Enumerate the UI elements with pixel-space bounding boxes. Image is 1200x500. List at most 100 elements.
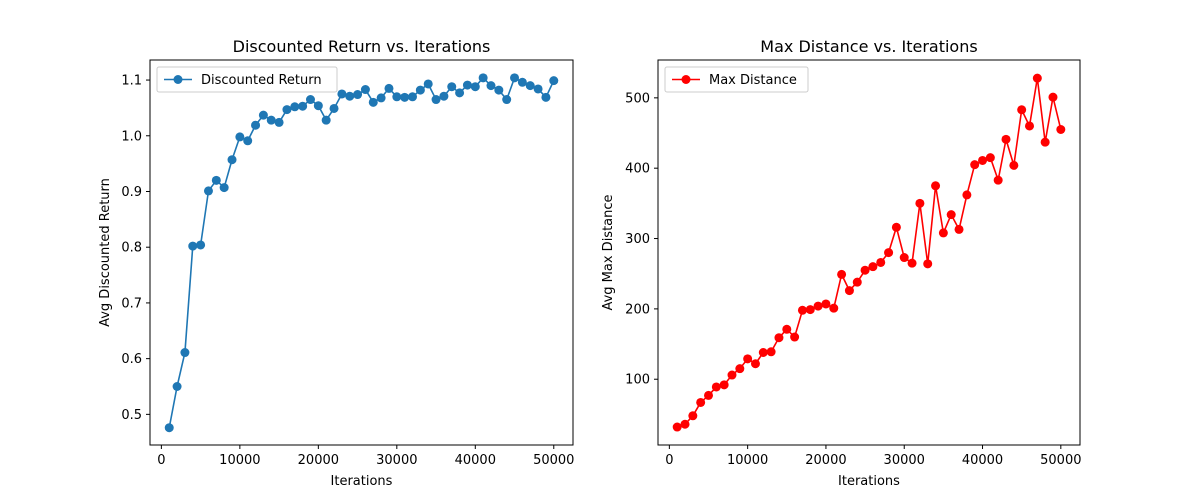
discounted-return-y-tick-label: 1.1 — [121, 74, 142, 89]
max-distance-x-axis-label: Iterations — [838, 474, 900, 489]
discounted-return-data-point — [345, 91, 355, 101]
discounted-return-data-point — [439, 91, 449, 101]
discounted-return-data-point — [353, 90, 363, 100]
max-distance-data-point — [735, 364, 745, 374]
max-distance-y-tick-label: 500 — [625, 91, 650, 106]
max-distance-data-point — [907, 258, 917, 268]
discounted-return-data-point — [494, 85, 504, 95]
discounted-return-y-tick-label: 0.6 — [121, 352, 142, 367]
max-distance-x-tick-label: 40000 — [962, 453, 1003, 468]
max-distance-y-axis-label: Avg Max Distance — [601, 194, 616, 310]
max-distance-data-point — [1009, 160, 1019, 170]
max-distance-data-point — [829, 303, 839, 313]
discounted-return-data-point — [258, 110, 268, 120]
max-distance-data-point — [750, 359, 760, 369]
discounted-return-x-tick-label: 20000 — [298, 453, 339, 468]
max-distance-data-point — [946, 210, 956, 220]
max-distance-data-point — [696, 397, 706, 407]
discounted-return-y-tick-label: 0.9 — [121, 185, 142, 200]
max-distance-data-point — [837, 269, 847, 279]
discounted-return-data-point — [172, 382, 182, 391]
max-distance-data-point — [868, 262, 878, 272]
discounted-return-data-point — [313, 101, 323, 111]
max-distance-legend: Max Distance — [664, 66, 809, 93]
max-distance-data-point — [1048, 92, 1058, 102]
max-distance-data-point — [1001, 134, 1011, 144]
max-distance-axes-frame — [657, 59, 1081, 446]
max-distance-data-point — [962, 190, 972, 200]
discounted-return-data-point — [384, 83, 394, 93]
discounted-return-data-point — [455, 88, 465, 98]
discounted-return-axes-frame — [149, 59, 574, 446]
discounted-return-data-point — [180, 348, 190, 358]
discounted-return-data-point — [392, 92, 402, 102]
max-distance-data-point — [1017, 105, 1027, 115]
discounted-return-x-tick-label: 10000 — [219, 453, 260, 468]
max-distance-data-point — [915, 198, 925, 208]
max-distance-data-point — [1056, 125, 1066, 134]
max-distance-data-point — [931, 181, 941, 191]
max-distance-data-point — [876, 257, 886, 267]
discounted-return-data-point — [525, 81, 535, 91]
discounted-return-x-tick-label: 30000 — [376, 453, 417, 468]
max-distance-data-point — [680, 419, 690, 429]
max-distance-legend-label: Max Distance — [709, 73, 797, 88]
discounted-return-y-tick-label: 0.5 — [121, 408, 142, 423]
discounted-return-data-point — [368, 97, 378, 107]
discounted-return-data-point — [431, 95, 441, 105]
discounted-return-data-point — [274, 117, 284, 127]
max-distance-data-point — [852, 277, 862, 287]
max-distance-data-point — [797, 305, 807, 315]
max-distance-legend-marker — [681, 75, 691, 84]
max-distance-y-tick-label: 100 — [625, 373, 650, 388]
max-distance-data-point — [938, 228, 948, 238]
max-distance-data-point — [805, 305, 815, 315]
max-distance-legend-box — [664, 66, 809, 93]
max-distance-x-tick-label: 20000 — [805, 453, 846, 468]
discounted-return-x-tick-label: 0 — [157, 453, 165, 468]
discounted-return-legend: Discounted Return — [156, 66, 338, 93]
max-distance-data-point — [727, 370, 737, 380]
discounted-return-data-point — [337, 89, 347, 99]
max-distance-data-point — [719, 380, 729, 390]
discounted-return-data-point — [196, 240, 206, 250]
max-distance-data-point — [891, 222, 901, 232]
max-distance-data-point — [782, 324, 792, 334]
max-distance-data-point — [954, 224, 964, 234]
discounted-return-data-point — [251, 120, 261, 130]
discounted-return-series — [164, 73, 559, 433]
discounted-return-legend-label: Discounted Return — [201, 73, 322, 88]
discounted-return-x-axis-label: Iterations — [331, 474, 393, 489]
discounted-return-data-point — [211, 175, 221, 185]
max-distance-chart: Max Distance vs. Iterations Iterations A… — [601, 37, 1081, 489]
discounted-return-chart: Discounted Return vs. Iterations Iterati… — [98, 37, 574, 489]
discounted-return-ticks: 0 10000 20000 30000 40000 50000 0.5 0.6 0.7 0.8 0.… — [121, 74, 574, 468]
max-distance-data-point — [774, 333, 784, 343]
max-distance-data-point — [993, 175, 1003, 185]
discounted-return-data-point — [266, 115, 276, 125]
max-distance-data-point — [743, 354, 753, 364]
max-distance-x-tick-label: 30000 — [884, 453, 925, 468]
max-distance-y-tick-label: 200 — [625, 302, 650, 317]
discounted-return-y-tick-label: 1.0 — [121, 129, 142, 144]
discounted-return-data-point — [282, 105, 292, 115]
max-distance-data-point — [985, 153, 995, 163]
discounted-return-data-point — [517, 77, 527, 87]
max-distance-data-point — [923, 259, 933, 269]
discounted-return-data-point — [203, 186, 213, 196]
max-distance-data-point — [766, 347, 776, 357]
max-distance-title: Max Distance vs. Iterations — [760, 37, 977, 56]
discounted-return-data-point — [541, 92, 551, 102]
discounted-return-data-point — [298, 101, 308, 111]
discounted-return-data-point — [447, 82, 457, 92]
max-distance-ticks: 0 10000 20000 30000 40000 50000 100 200 300 400 50… — [625, 91, 1081, 468]
max-distance-data-point — [1025, 121, 1034, 131]
max-distance-data-point — [884, 248, 894, 258]
discounted-return-x-tick-label: 40000 — [455, 453, 496, 468]
discounted-return-data-point — [510, 73, 520, 83]
discounted-return-title: Discounted Return vs. Iterations — [233, 37, 491, 56]
discounted-return-data-point — [408, 92, 418, 102]
discounted-return-data-point — [400, 92, 410, 102]
discounted-return-data-point — [188, 241, 198, 251]
